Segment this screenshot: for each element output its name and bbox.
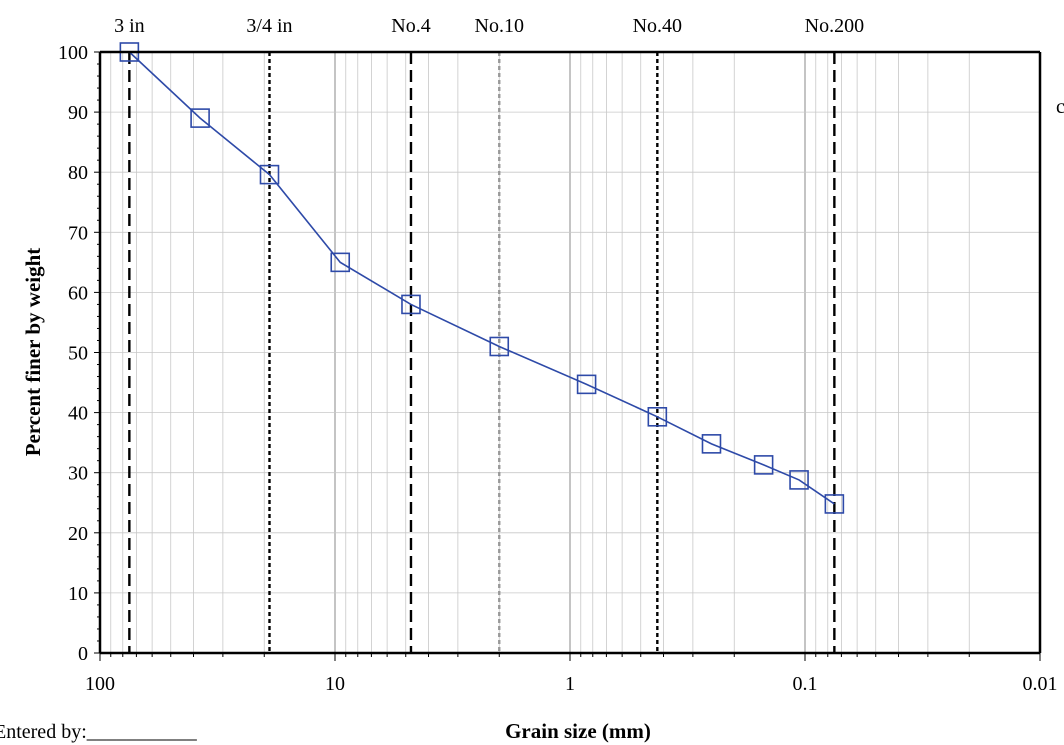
data-point — [824, 494, 845, 514]
y-axis-title: Percent finer by weight — [21, 248, 45, 457]
data-point — [576, 374, 597, 395]
data-point — [489, 336, 510, 357]
y-tick-label: 10 — [68, 583, 88, 605]
sieve-label: 3/4 in — [246, 15, 292, 37]
entered-by-label: Entered by:___________ — [0, 721, 198, 743]
y-tick-label: 50 — [68, 343, 88, 365]
y-tick-label: 60 — [68, 282, 88, 304]
y-tick-label: 80 — [68, 162, 88, 184]
data-point — [701, 434, 722, 454]
data-point — [401, 294, 421, 315]
axes — [94, 50, 1042, 661]
edge-glyph: c — [1056, 96, 1064, 118]
data-point — [190, 108, 210, 128]
sieve-label: No.10 — [475, 15, 524, 37]
x-tick-label: 0.01 — [1023, 673, 1058, 695]
data-point — [330, 252, 351, 273]
data-point — [647, 407, 668, 427]
y-tick-label: 100 — [58, 42, 88, 64]
x-tick-label: 0.1 — [793, 673, 818, 695]
x-tick-label: 100 — [85, 673, 115, 695]
y-tick-label: 0 — [78, 643, 88, 665]
gradation-curve — [128, 51, 835, 505]
x-axis-title: Grain size (mm) — [505, 719, 651, 743]
sieve-label: No.40 — [633, 15, 682, 37]
x-tick-label: 1 — [565, 673, 575, 695]
data-point — [259, 164, 280, 185]
data-point — [753, 455, 774, 475]
y-tick-label: 70 — [68, 222, 88, 244]
y-tick-label: 40 — [68, 403, 88, 425]
x-tick-label: 10 — [325, 673, 345, 695]
data-point — [789, 470, 809, 490]
y-tick-label: 90 — [68, 102, 88, 124]
sieve-lines — [128, 52, 836, 653]
sieve-label: No.4 — [391, 15, 430, 37]
y-tick-label: 20 — [68, 523, 88, 545]
labels: 3 in 3/4 in No.4 No.10 No.40 No.200 0 10 20 30 40 5… — [0, 15, 1064, 743]
sieve-label: 3 in — [114, 15, 145, 37]
grid — [100, 52, 1040, 653]
y-tick-label: 30 — [68, 463, 88, 485]
series — [119, 42, 845, 514]
sieve-label: No.200 — [805, 15, 864, 37]
